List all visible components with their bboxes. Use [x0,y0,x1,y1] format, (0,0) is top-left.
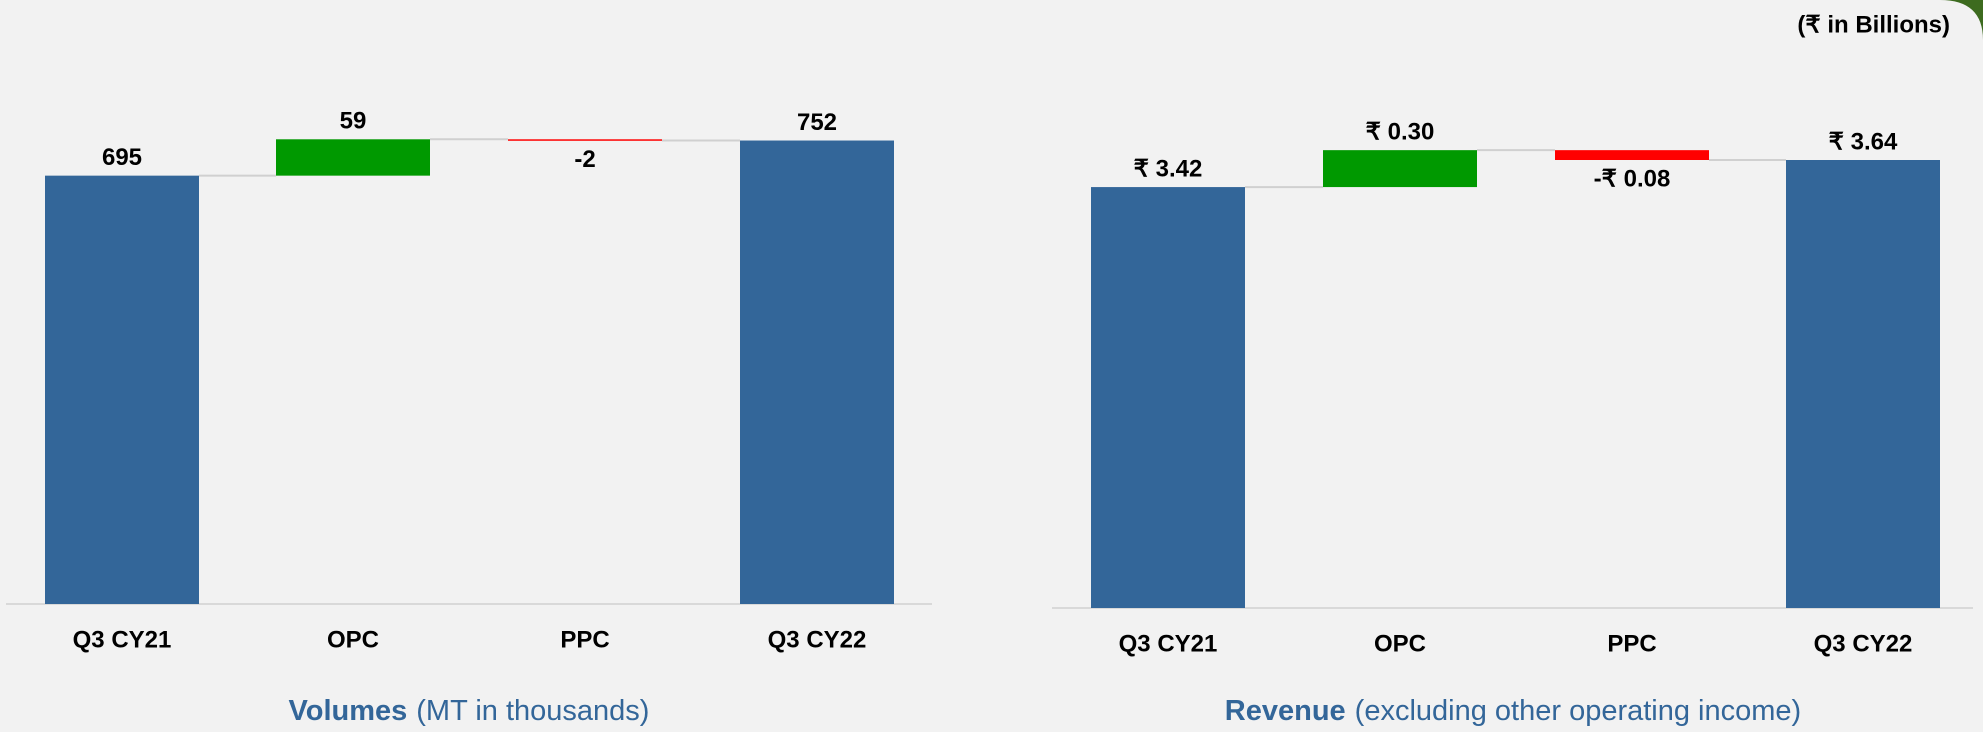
bar [1555,150,1709,160]
bar [740,140,894,604]
bar [1323,150,1477,188]
subtitle: (MT in thousands) [416,695,649,727]
data-label: -₹ 0.08 [1594,165,1671,192]
bar [1091,187,1245,609]
data-label: 752 [797,109,837,136]
x-tick-label: OPC [327,626,379,653]
x-tick-label: Q3 CY22 [1814,630,1913,657]
x-tick-label: OPC [1374,630,1426,657]
x-tick-label: PPC [560,626,609,653]
x-tick-label: Q3 CY21 [1119,630,1218,657]
x-tick-label: Q3 CY22 [768,626,867,653]
bar [508,139,662,141]
title-bold: Revenue [1225,695,1346,727]
bar [276,139,430,176]
data-label: 695 [102,144,142,171]
data-label: -2 [574,146,595,173]
bar [45,175,199,604]
title-bold: Volumes [289,695,408,727]
unit-note: (₹ in Billions) [1797,11,1950,38]
chart-title: Volumes (MT in thousands) [289,695,650,727]
chart-title: Revenue (excluding other operating income… [1225,695,1801,727]
bar [1786,160,1940,608]
data-label: 59 [340,108,367,135]
data-label: ₹ 0.30 [1366,118,1435,145]
data-label: ₹ 3.42 [1134,155,1203,182]
corner-decoration [1940,0,1983,40]
x-tick-label: Q3 CY21 [73,626,172,653]
x-tick-label: PPC [1607,630,1656,657]
subtitle: (excluding other operating income) [1355,695,1802,727]
data-label: ₹ 3.64 [1829,128,1898,155]
